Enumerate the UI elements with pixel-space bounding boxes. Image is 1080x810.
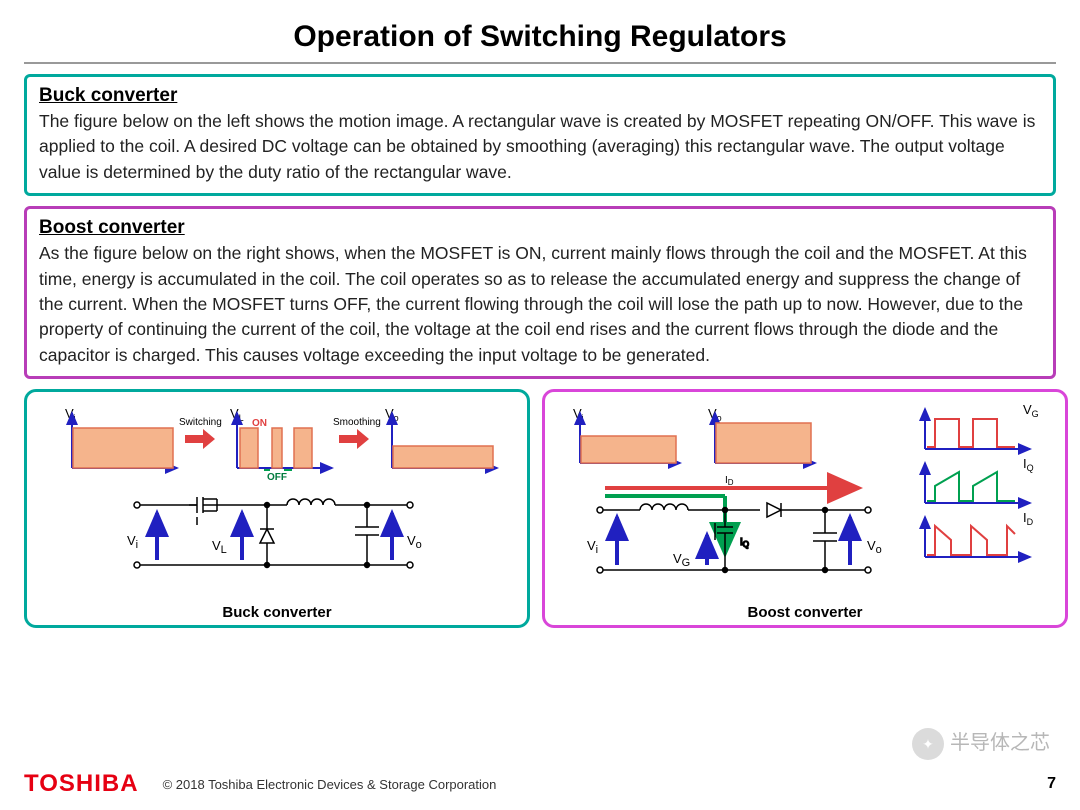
watermark: ✦半导体之芯 [912, 726, 1050, 760]
page-number: 7 [1047, 775, 1056, 793]
svg-text:Vi: Vi [65, 406, 76, 423]
buck-description-box: Buck converter The figure below on the l… [24, 74, 1056, 196]
slide-title: Operation of Switching Regulators [24, 20, 1056, 54]
boost-text: As the figure below on the right shows, … [39, 241, 1041, 368]
svg-text:ID: ID [1023, 510, 1034, 527]
svg-text:IQ: IQ [740, 537, 749, 549]
svg-text:Vo: Vo [407, 533, 422, 551]
svg-text:Vi: Vi [573, 406, 584, 423]
buck-heading: Buck converter [39, 85, 1041, 107]
boost-description-box: Boost converter As the figure below on t… [24, 206, 1056, 379]
buck-text: The figure below on the left shows the m… [39, 109, 1041, 185]
boost-caption: Boost converter [555, 604, 1055, 621]
svg-text:Switching: Switching [179, 417, 222, 428]
svg-text:Vo: Vo [867, 538, 882, 556]
svg-text:OFF: OFF [267, 472, 287, 483]
buck-diagram: Vi Switching VL ON OFF Smoothing Vo Vi V… [24, 389, 530, 628]
boost-heading: Boost converter [39, 217, 1041, 239]
copyright: © 2018 Toshiba Electronic Devices & Stor… [163, 777, 1048, 792]
svg-text:VG: VG [673, 551, 690, 569]
buck-caption: Buck converter [37, 604, 517, 621]
svg-text:ON: ON [252, 418, 267, 429]
boost-diagram: Vi Vo VG IQ ID ID IQ Vi VG Vo Boost conv… [542, 389, 1068, 628]
svg-text:VL: VL [212, 538, 227, 556]
svg-text:Vi: Vi [127, 533, 138, 551]
divider [24, 62, 1056, 64]
boost-svg: Vi Vo VG IQ ID ID IQ Vi VG Vo [555, 400, 1055, 600]
buck-svg: Vi Switching VL ON OFF Smoothing Vo Vi V… [37, 400, 517, 600]
svg-text:ID: ID [725, 475, 734, 487]
svg-text:IQ: IQ [1023, 456, 1034, 473]
toshiba-logo: TOSHIBA [24, 770, 139, 798]
footer: TOSHIBA © 2018 Toshiba Electronic Device… [24, 770, 1056, 798]
svg-text:Smoothing: Smoothing [333, 417, 381, 428]
svg-text:VG: VG [1023, 402, 1039, 419]
svg-text:Vi: Vi [587, 538, 598, 556]
